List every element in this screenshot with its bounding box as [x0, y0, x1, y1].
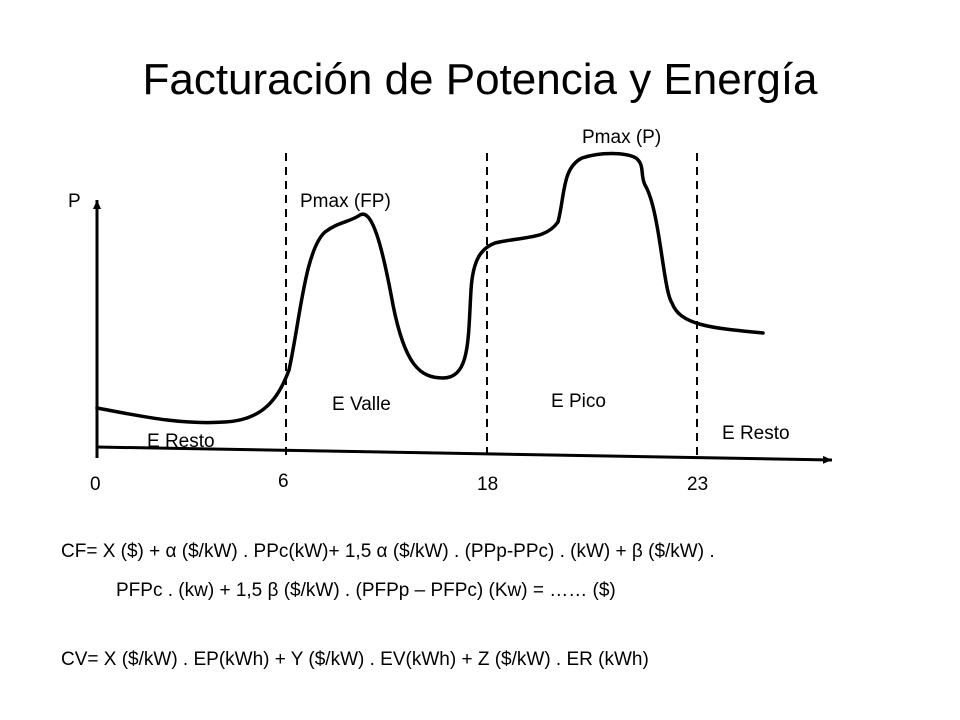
load-curve: [95, 151, 765, 425]
label-pmax-fp: Pmax (FP): [300, 191, 391, 212]
tick-label-6: 6: [278, 471, 289, 492]
label-e-valle: E Valle: [332, 394, 391, 415]
formula-cf-line2: PFPc . (kw) + 1,5 β ($/kW) . (PFPp – PFP…: [116, 580, 616, 601]
axis-y-label: P: [68, 191, 81, 212]
label-pmax-p: Pmax (P): [582, 127, 661, 148]
tick-label-23: 23: [687, 474, 708, 495]
label-e-resto-left: E Resto: [147, 431, 215, 452]
tick-label-18: 18: [477, 474, 498, 495]
tick-label-0: 0: [90, 474, 101, 495]
formula-cv-line: CV= X ($/kW) . EP(kWh) + Y ($/kW) . EV(k…: [61, 649, 649, 670]
x-axis: [95, 445, 833, 464]
label-e-pico: E Pico: [551, 391, 606, 412]
formula-cf-line1: CF= X ($) + α ($/kW) . PPc(kW)+ 1,5 α ($…: [61, 541, 715, 562]
slide-title: Facturación de Potencia y Energía: [142, 55, 818, 104]
label-e-resto-right: E Resto: [722, 423, 790, 444]
